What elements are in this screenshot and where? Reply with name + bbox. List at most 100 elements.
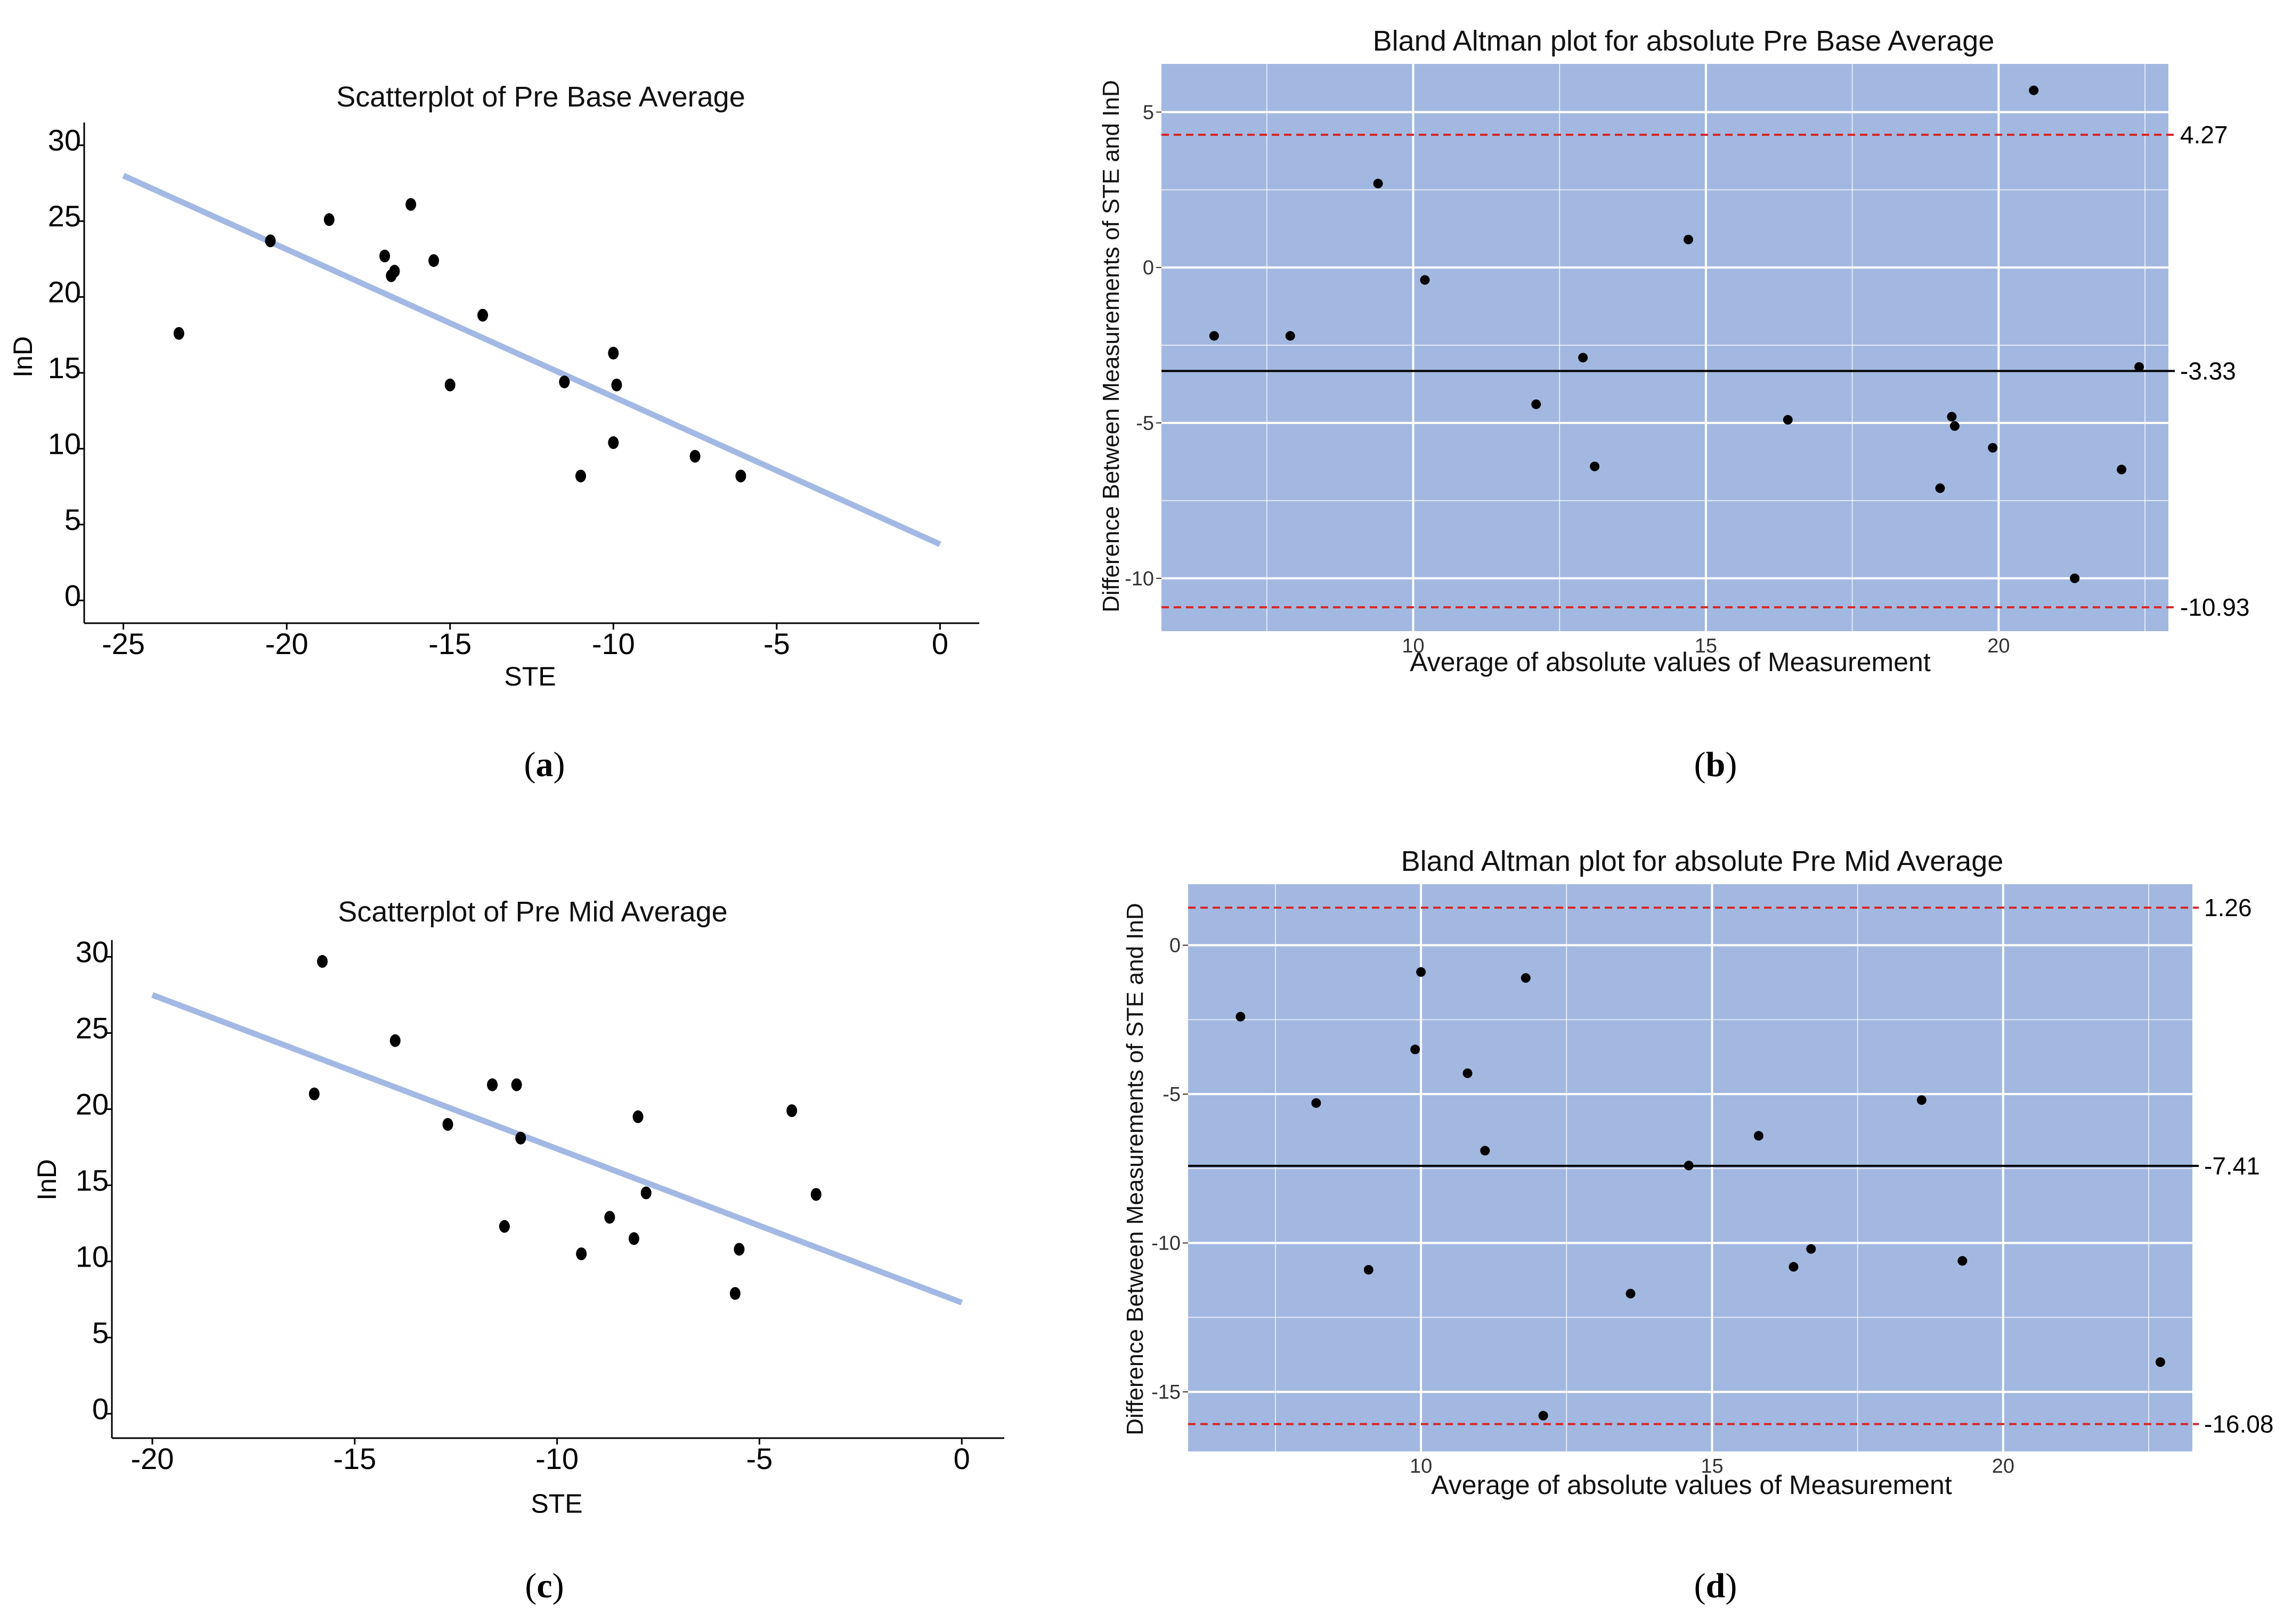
mean-line-label: -3.33 xyxy=(2180,357,2236,385)
y-tick-label: 15 xyxy=(48,351,81,385)
x-tick-label: -15 xyxy=(428,627,472,660)
data-point xyxy=(608,346,619,360)
plot-background xyxy=(1161,64,2168,631)
data-point xyxy=(1935,483,1945,493)
data-point xyxy=(1521,973,1531,983)
caption-a: (a) xyxy=(524,745,565,784)
mean-line-label: -7.41 xyxy=(2204,1152,2260,1180)
caption-d: (d) xyxy=(1694,1566,1737,1605)
bland-altman-pre-mid-panel: Bland Altman plot for absolute Pre Mid A… xyxy=(1122,845,2273,1500)
y-axis-label: InD xyxy=(32,1159,62,1201)
y-tick-label: 5 xyxy=(64,503,81,536)
lower-limit-label: -10.93 xyxy=(2180,593,2249,621)
caption-b: (b) xyxy=(1694,745,1737,784)
x-axis-label: STE xyxy=(531,1489,582,1519)
data-point xyxy=(1683,234,1693,244)
data-point xyxy=(511,1078,522,1091)
data-point xyxy=(1480,1146,1490,1156)
y-tick-label: -15 xyxy=(1151,1381,1181,1403)
y-tick-label: 0 xyxy=(64,578,81,612)
data-point xyxy=(1590,461,1600,471)
data-point xyxy=(1373,178,1383,189)
lower-limit-label: -16.08 xyxy=(2204,1410,2273,1438)
chart-title: Scatterplot of Pre Base Average xyxy=(336,81,745,113)
x-axis-label: Average of absolute values of Measuremen… xyxy=(1410,647,1931,677)
data-point xyxy=(2134,362,2144,372)
data-point xyxy=(632,1110,644,1123)
data-point xyxy=(608,436,619,450)
x-tick-label: 10 xyxy=(1410,1455,1432,1478)
data-point xyxy=(379,249,391,263)
data-point xyxy=(173,327,184,340)
x-tick-label: 0 xyxy=(932,627,948,660)
data-point xyxy=(1209,331,1219,341)
x-axis-label: STE xyxy=(504,662,556,691)
data-point xyxy=(1538,1410,1548,1421)
data-point xyxy=(1410,1044,1420,1055)
x-tick-label: 15 xyxy=(1695,635,1717,657)
data-point xyxy=(444,378,456,391)
data-point xyxy=(604,1211,615,1224)
y-tick-label: 0 xyxy=(1169,935,1181,957)
y-axis-label: InD xyxy=(8,336,38,378)
scatterplot-pre-base-panel: Scatterplot of Pre Base Average 0 5 10 15 20 2… xyxy=(8,81,979,691)
data-point xyxy=(729,1287,741,1300)
data-point xyxy=(611,378,622,391)
data-point xyxy=(1285,331,1295,341)
data-point xyxy=(1789,1262,1799,1272)
y-tick-label: -10 xyxy=(1125,568,1154,590)
x-tick-label: -15 xyxy=(333,1442,376,1475)
data-point xyxy=(575,469,586,483)
x-tick-label: -5 xyxy=(746,1442,773,1475)
y-tick-label: 5 xyxy=(92,1316,109,1349)
data-point xyxy=(1420,275,1430,285)
data-point xyxy=(735,469,746,483)
data-point xyxy=(1783,415,1793,425)
chart-title: Bland Altman plot for absolute Pre Base … xyxy=(1373,25,1995,57)
data-point xyxy=(640,1186,652,1199)
data-point xyxy=(1753,1131,1763,1141)
y-tick-label: 20 xyxy=(48,275,81,309)
data-point xyxy=(1311,1098,1321,1108)
data-point xyxy=(323,213,335,226)
y-tick-label: -5 xyxy=(1163,1083,1181,1106)
x-tick-label: -5 xyxy=(763,627,790,660)
data-point xyxy=(405,198,417,211)
data-point xyxy=(1416,967,1426,977)
data-point xyxy=(389,265,400,278)
x-tick-label: -25 xyxy=(102,627,145,660)
x-tick-label: -10 xyxy=(592,627,635,660)
data-point xyxy=(389,1034,401,1047)
data-point xyxy=(442,1117,453,1131)
regression-line xyxy=(122,173,941,547)
y-tick-label: 25 xyxy=(48,199,81,233)
y-tick-label: -5 xyxy=(1136,412,1154,435)
data-point xyxy=(2070,573,2080,583)
data-point xyxy=(734,1243,745,1256)
x-tick-label: -20 xyxy=(265,627,308,660)
data-point xyxy=(477,308,489,322)
chart-title: Scatterplot of Pre Mid Average xyxy=(338,896,727,928)
data-point xyxy=(576,1247,587,1261)
x-tick-label: 20 xyxy=(1992,1455,2014,1478)
data-point xyxy=(1947,412,1957,422)
data-point xyxy=(1957,1256,1968,1266)
x-tick-label: 20 xyxy=(1987,635,2010,657)
x-axis-label: Average of absolute values of Measuremen… xyxy=(1431,1470,1952,1500)
data-point xyxy=(317,955,328,968)
y-tick-label: 20 xyxy=(76,1087,109,1121)
y-axis-label: Difference Between Measurements of STE a… xyxy=(1122,903,1148,1435)
data-point xyxy=(499,1220,510,1233)
x-tick-label: 10 xyxy=(1402,635,1424,657)
data-point xyxy=(1236,1011,1246,1022)
data-point xyxy=(1988,443,1998,453)
x-tick-label: -20 xyxy=(131,1442,174,1475)
data-point xyxy=(786,1104,798,1117)
data-point xyxy=(1363,1264,1373,1275)
data-point xyxy=(1684,1161,1694,1171)
data-point xyxy=(1806,1244,1816,1254)
data-point xyxy=(515,1131,526,1145)
scatterplot-pre-mid-panel: Scatterplot of Pre Mid Average 0 5 10 15 20 25… xyxy=(32,896,1004,1519)
data-point xyxy=(308,1087,320,1100)
